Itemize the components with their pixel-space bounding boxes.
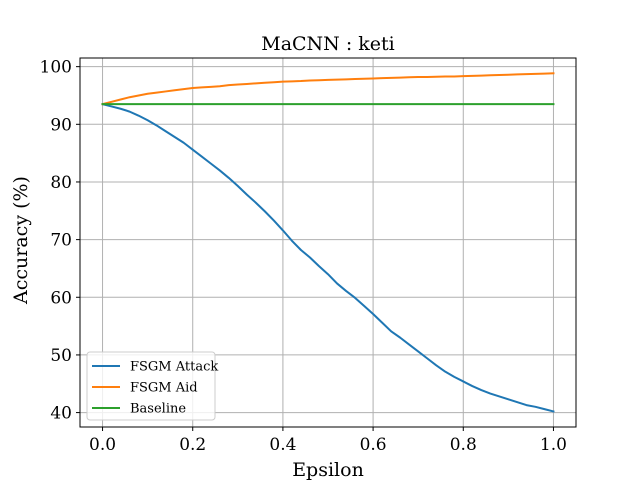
chart-title: MaCNN : keti [261, 33, 395, 55]
plot-frame [79, 57, 577, 428]
x-tick-label: 0.6 [360, 435, 387, 455]
y-tick-label: 100 [40, 58, 72, 78]
x-axis-label: Epsilon [292, 459, 364, 480]
legend-label-fsgm-aid: FSGM Aid [130, 381, 198, 396]
x-axis: 0.0 0.2 0.4 0.6 0.8 1.0 [89, 427, 567, 455]
series-line-fsgm-aid [101, 72, 555, 106]
y-tick-label: 50 [50, 346, 72, 366]
y-axis: 40 50 60 70 80 90 100 [40, 58, 80, 424]
x-tick-label: 0.8 [450, 435, 477, 455]
series-line-fsgm-attack [101, 102, 555, 413]
x-tick-label: 0.0 [89, 435, 116, 455]
y-tick-label: 80 [50, 173, 72, 193]
y-tick-label: 40 [50, 404, 72, 424]
legend-label-fsgm-attack: FSGM Attack [130, 360, 218, 375]
series-layer [101, 72, 555, 413]
legend: FSGM Attack FSGM Aid Baseline [86, 351, 218, 421]
legend-label-baseline: Baseline [130, 402, 186, 417]
x-tick-label: 1.0 [540, 435, 567, 455]
y-tick-label: 60 [50, 288, 72, 308]
x-tick-label: 0.4 [269, 435, 296, 455]
y-tick-label: 90 [50, 115, 72, 135]
y-tick-label: 70 [50, 231, 72, 251]
x-tick-label: 0.2 [179, 435, 206, 455]
legend-box [86, 351, 216, 421]
y-axis-label: Accuracy (%) [10, 176, 32, 305]
